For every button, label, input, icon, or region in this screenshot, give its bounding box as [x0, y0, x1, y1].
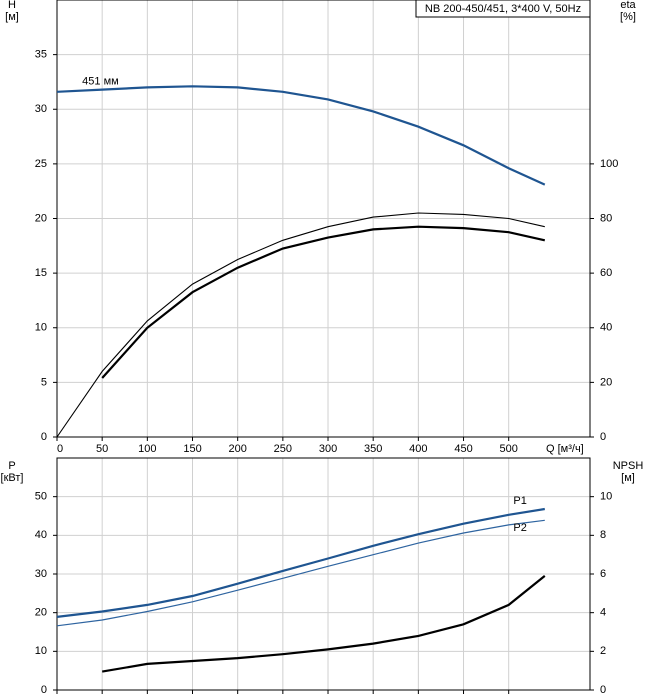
y-tick-label: 10	[35, 645, 47, 657]
y-tick-label: 15	[35, 267, 47, 279]
y2-axis-unit: [%]	[620, 11, 636, 23]
y2-tick-label: 80	[600, 212, 612, 224]
y2-tick-label: 10	[600, 491, 612, 503]
y2-tick-label: 60	[600, 267, 612, 279]
y-tick-label: 20	[35, 607, 47, 619]
chart-title: NB 200-450/451, 3*400 V, 50Hz	[425, 3, 581, 15]
series-label: P2	[513, 522, 526, 534]
y2-tick-label: 0	[600, 684, 606, 696]
x-axis-label: Q [м³/ч]	[546, 443, 584, 455]
curve	[101, 225, 546, 379]
y2-axis-label: eta	[620, 0, 636, 11]
x-tick-label: 350	[364, 443, 382, 455]
y2-tick-label: 20	[600, 376, 612, 388]
y2-tick-label: 40	[600, 322, 612, 334]
curve	[56, 85, 546, 186]
y-axis-unit: [м]	[5, 11, 19, 23]
x-tick-label: 150	[183, 443, 201, 455]
y2-tick-label: 100	[600, 158, 618, 170]
y2-axis-unit: [м]	[621, 472, 635, 484]
plot-frame	[56, 0, 591, 438]
x-tick-label: 400	[409, 443, 427, 455]
y-tick-label: 5	[41, 376, 47, 388]
y2-tick-label: 6	[600, 568, 606, 580]
series-label: 451 мм	[82, 75, 119, 87]
y-tick-label: 50	[35, 491, 47, 503]
curve	[56, 212, 545, 438]
y-axis-label: H	[8, 0, 16, 11]
y-tick-label: 0	[41, 431, 47, 443]
x-tick-label: 100	[138, 443, 156, 455]
x-tick-label: 0	[57, 443, 63, 455]
y2-tick-label: 8	[600, 529, 606, 541]
y-axis-unit: [кВт]	[1, 472, 24, 484]
y-tick-label: 35	[35, 49, 47, 61]
y-tick-label: 10	[35, 322, 47, 334]
y-tick-label: 40	[35, 529, 47, 541]
x-tick-label: 500	[500, 443, 518, 455]
curve	[102, 575, 546, 673]
y-tick-label: 30	[35, 103, 47, 115]
y-tick-label: 30	[35, 568, 47, 580]
y2-tick-label: 2	[600, 645, 606, 657]
x-tick-label: 250	[274, 443, 292, 455]
x-tick-label: 300	[319, 443, 337, 455]
y-tick-label: 25	[35, 158, 47, 170]
x-tick-label: 50	[96, 443, 108, 455]
y2-axis-label: NPSH	[613, 460, 644, 472]
y2-tick-label: 4	[600, 607, 606, 619]
y-tick-label: 0	[41, 684, 47, 696]
plot-frame	[56, 457, 591, 691]
series-label: P1	[513, 495, 526, 507]
x-tick-label: 450	[454, 443, 472, 455]
y-tick-label: 20	[35, 212, 47, 224]
y-axis-label: P	[8, 460, 15, 472]
curve	[56, 507, 545, 618]
x-tick-label: 200	[228, 443, 246, 455]
curve	[56, 519, 545, 627]
title-box	[415, 0, 591, 18]
y2-tick-label: 0	[600, 431, 606, 443]
